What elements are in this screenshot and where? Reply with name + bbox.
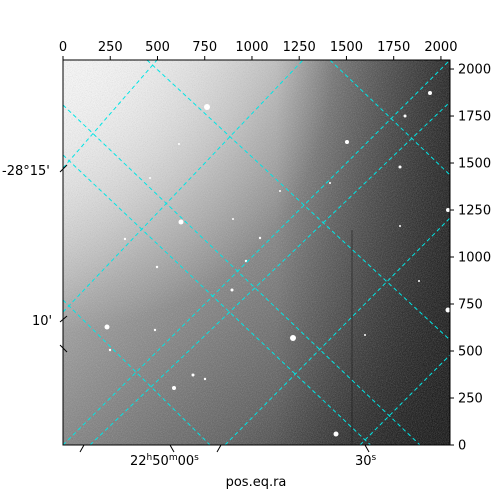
world-tick [169, 444, 175, 453]
star [418, 280, 420, 282]
grid-line [359, 354, 450, 445]
right-y-tick-label: 2000 [458, 63, 491, 78]
plot-frame [62, 59, 451, 446]
star [178, 219, 184, 225]
right-y-tick-label: 750 [458, 298, 483, 313]
ra-label-2: 30s [355, 453, 377, 469]
grid-line [89, 101, 450, 445]
star [232, 218, 234, 220]
axis-tick-labels: 0 250 500 750 1000 1250 1500 1750 2000 0 250 500 750… [59, 40, 491, 454]
star [428, 91, 432, 95]
star [153, 328, 157, 332]
right-y-tick-label: 250 [458, 392, 483, 407]
dec-label-1: -28°15' [2, 164, 50, 179]
world-tick [216, 444, 222, 453]
top-x-tick-label: 1250 [283, 40, 316, 55]
star [364, 334, 366, 336]
star [149, 177, 151, 179]
star [445, 307, 450, 313]
star [446, 208, 450, 212]
world-tick [59, 164, 68, 173]
top-x-tick-label: 750 [192, 40, 217, 55]
sky-image [63, 60, 450, 445]
star [279, 190, 281, 192]
star [345, 140, 349, 144]
star [104, 324, 110, 330]
star [155, 265, 159, 269]
star [403, 114, 407, 118]
stars [104, 91, 450, 437]
grid-line [63, 104, 421, 445]
top-x-tick-label: 1750 [377, 40, 410, 55]
world-tick [79, 444, 85, 453]
right-y-tick-label: 1500 [458, 157, 491, 172]
star [329, 182, 331, 184]
world-tick [59, 344, 68, 353]
star [398, 165, 402, 169]
grid-line [63, 60, 304, 313]
right-y-tick-label: 1750 [458, 110, 491, 125]
grid-line [63, 60, 158, 169]
top-x-tick-label: 2000 [424, 40, 457, 55]
star [108, 348, 112, 352]
top-x-tick-label: 500 [145, 40, 170, 55]
star [399, 225, 401, 227]
star [333, 431, 339, 437]
world-tick [59, 315, 68, 323]
star [244, 259, 248, 263]
right-y-tick-label: 500 [458, 345, 483, 360]
star [290, 335, 296, 341]
axis-ticks [59, 56, 454, 453]
star [230, 288, 234, 292]
star [178, 143, 180, 145]
star [258, 236, 262, 240]
top-x-tick-label: 0 [59, 40, 67, 55]
star [191, 373, 195, 377]
coordinate-grid [63, 60, 450, 445]
ra-label-1: 22h50m00s [130, 453, 199, 469]
x-axis-title: pos.eq.ra [226, 475, 287, 490]
grid-line [146, 60, 450, 341]
top-x-tick-label: 1500 [330, 40, 363, 55]
dec-label-2: 10' [32, 314, 52, 329]
star [123, 237, 127, 241]
star [203, 377, 207, 381]
right-y-tick-label: 1250 [458, 204, 491, 219]
grid-line [224, 217, 450, 445]
star [172, 386, 176, 390]
right-y-tick-label: 1000 [458, 251, 491, 266]
top-x-tick-label: 250 [98, 40, 123, 55]
world-tick [364, 444, 370, 453]
right-y-tick-label: 0 [458, 439, 466, 454]
top-x-tick-label: 1000 [235, 40, 268, 55]
star [204, 104, 210, 110]
